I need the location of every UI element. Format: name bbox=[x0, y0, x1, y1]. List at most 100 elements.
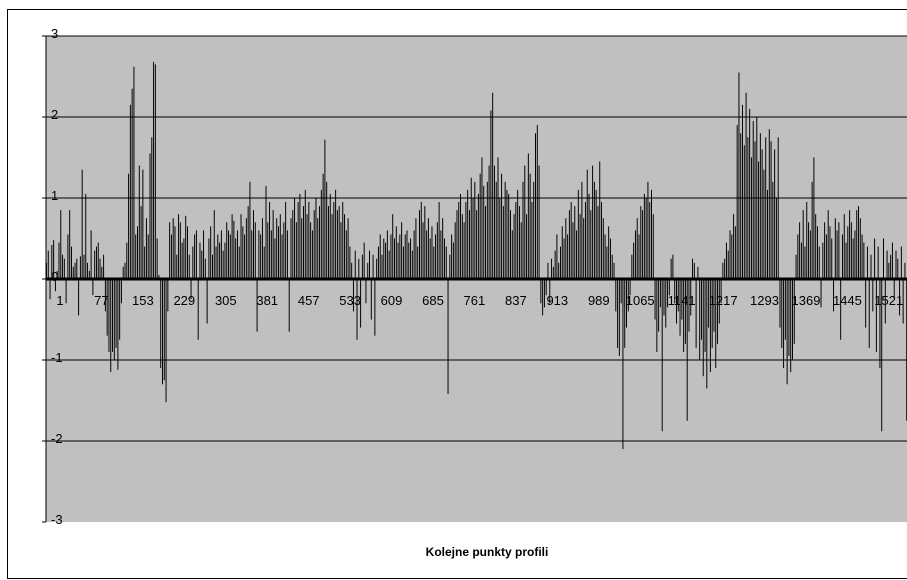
bar bbox=[899, 279, 901, 316]
bar bbox=[863, 242, 865, 279]
bar bbox=[442, 218, 444, 279]
bar bbox=[213, 210, 215, 279]
bar bbox=[290, 218, 292, 279]
bar bbox=[652, 214, 654, 279]
bar bbox=[90, 230, 92, 279]
x-tick-label: 1141 bbox=[668, 293, 696, 308]
y-tick-label: -1 bbox=[51, 350, 63, 365]
bar bbox=[497, 157, 499, 279]
bar bbox=[490, 110, 492, 280]
bar bbox=[501, 173, 503, 279]
bar bbox=[147, 234, 149, 279]
bar bbox=[410, 238, 412, 279]
bar bbox=[417, 246, 419, 279]
bar bbox=[169, 222, 171, 279]
bar bbox=[210, 226, 212, 279]
bar bbox=[697, 266, 699, 279]
x-tick-label: 761 bbox=[464, 293, 486, 308]
bar bbox=[70, 246, 72, 279]
bar bbox=[383, 238, 385, 279]
bar bbox=[777, 137, 779, 279]
bar bbox=[299, 193, 301, 279]
bar bbox=[122, 266, 124, 279]
bar bbox=[220, 230, 222, 279]
bar bbox=[820, 279, 822, 308]
bar bbox=[288, 279, 290, 332]
bar bbox=[543, 279, 545, 308]
bar bbox=[254, 222, 256, 279]
bar bbox=[888, 262, 890, 279]
bar bbox=[713, 279, 715, 332]
bar bbox=[104, 279, 106, 312]
bar bbox=[151, 137, 153, 279]
bar bbox=[99, 258, 101, 279]
bar bbox=[260, 234, 262, 279]
bar bbox=[131, 88, 133, 280]
bar bbox=[94, 250, 96, 279]
bar bbox=[426, 230, 428, 279]
bar bbox=[247, 206, 249, 279]
x-tick-label: 381 bbox=[256, 293, 278, 308]
bar bbox=[756, 117, 758, 279]
bar bbox=[570, 202, 572, 279]
bar bbox=[634, 230, 636, 279]
bar bbox=[841, 234, 843, 279]
bar bbox=[463, 222, 465, 279]
bar bbox=[88, 270, 90, 279]
bar bbox=[579, 214, 581, 279]
bar bbox=[211, 254, 213, 279]
bar bbox=[292, 210, 294, 279]
bar bbox=[369, 250, 371, 279]
bar bbox=[608, 226, 610, 279]
bar bbox=[661, 279, 663, 432]
bar bbox=[470, 177, 472, 279]
bar bbox=[724, 258, 726, 279]
bar bbox=[83, 254, 85, 279]
bar bbox=[340, 222, 342, 279]
bar bbox=[640, 206, 642, 279]
bar bbox=[438, 202, 440, 279]
bar bbox=[752, 121, 754, 279]
bar bbox=[667, 279, 669, 308]
bar bbox=[540, 279, 542, 304]
bar bbox=[406, 230, 408, 279]
bar bbox=[567, 234, 569, 279]
bar bbox=[327, 206, 329, 279]
bar bbox=[195, 230, 197, 279]
bar bbox=[135, 234, 137, 279]
bar bbox=[622, 279, 624, 450]
bar bbox=[54, 279, 56, 292]
bar bbox=[654, 279, 656, 320]
bar bbox=[74, 262, 76, 279]
bar bbox=[145, 218, 147, 279]
bar bbox=[108, 279, 110, 352]
bar bbox=[467, 189, 469, 279]
bar bbox=[236, 230, 238, 279]
bar bbox=[535, 133, 536, 279]
bar bbox=[740, 133, 742, 279]
bar bbox=[672, 254, 674, 279]
bar bbox=[565, 218, 567, 279]
bar bbox=[276, 218, 278, 279]
bar bbox=[278, 226, 279, 279]
x-tick-label: 913 bbox=[546, 293, 568, 308]
bar bbox=[651, 189, 652, 279]
bar bbox=[160, 279, 162, 369]
bar bbox=[58, 242, 60, 279]
bar bbox=[750, 157, 752, 279]
bar bbox=[533, 181, 535, 279]
bar bbox=[222, 250, 224, 279]
bar bbox=[886, 250, 888, 279]
y-tick-label: -2 bbox=[51, 431, 63, 446]
bar bbox=[363, 242, 365, 279]
bar bbox=[302, 206, 304, 279]
bar bbox=[545, 279, 547, 296]
bar bbox=[690, 279, 692, 316]
bar bbox=[520, 222, 522, 279]
bar bbox=[843, 214, 845, 279]
bar bbox=[67, 234, 69, 279]
bar bbox=[335, 189, 337, 279]
bar bbox=[294, 198, 296, 279]
bar bbox=[153, 61, 155, 279]
bar bbox=[474, 181, 476, 279]
